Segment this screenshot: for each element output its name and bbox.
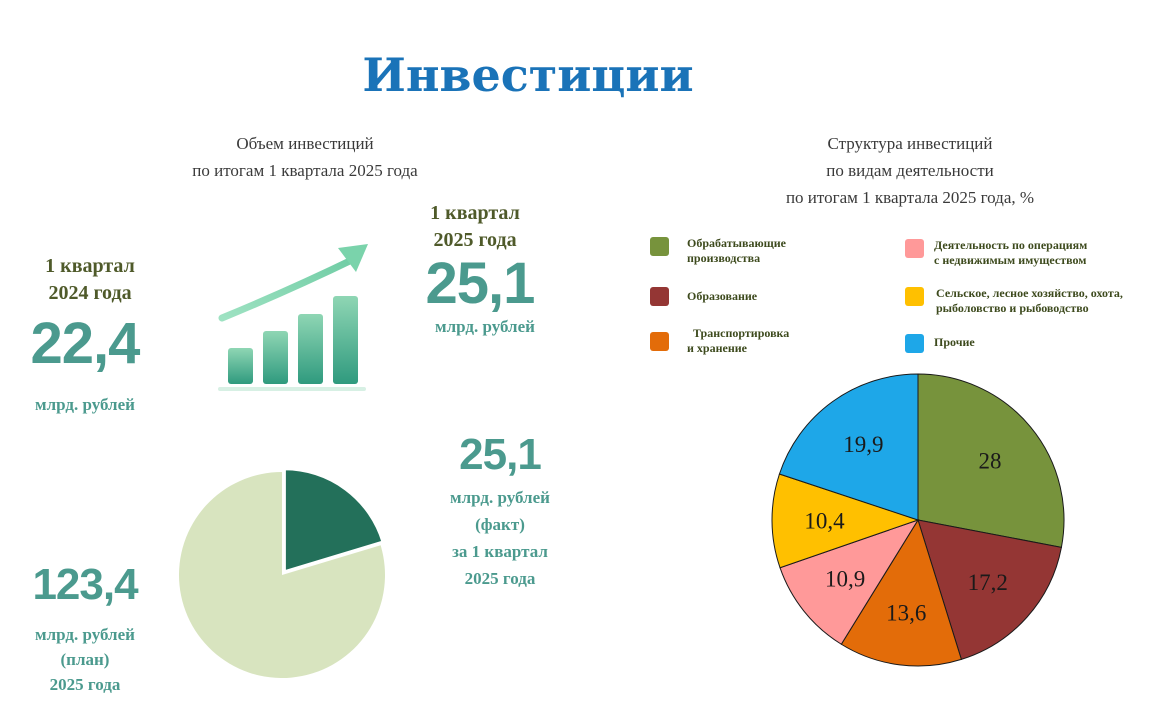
legend-label-line-2: производства: [687, 251, 761, 265]
left-subtitle-line-1: Объем инвестиций: [236, 134, 374, 153]
pie-slice-fact: [282, 467, 385, 574]
legend-label-line-1: Обрабатывающие: [687, 236, 786, 250]
left-subtitle-line-2: по итогам 1 квартала 2025 года: [192, 161, 418, 180]
legend-label: Сельское, лесное хозяйство, охота, рыболо…: [936, 286, 1123, 316]
right-subtitle-line-3: по итогам 1 квартала 2025 года, %: [785, 188, 1035, 207]
legend-item-real-estate: Деятельность по операциям с недвижимым им…: [905, 238, 1087, 268]
right-subtitle-line-2: по видам деятельности: [826, 161, 994, 180]
pie-label-agriculture: 10,4: [804, 509, 845, 534]
pie-slice-agriculture: [771, 473, 920, 569]
pie-label-manufacturing: 28: [978, 448, 1001, 473]
pie-slice-transport: [840, 518, 962, 667]
legend-label: Обрабатывающие производства: [687, 236, 786, 266]
q2024-value: 22,4: [30, 311, 141, 376]
legend-swatch: [905, 334, 924, 353]
plan-fact-pie-chart: [178, 467, 385, 678]
legend-label: Прочие: [934, 335, 975, 349]
fact-caption-line-2: (факт): [475, 515, 525, 534]
q2024-period-line-2: 2024 года: [48, 282, 132, 304]
plan-value: 123,4: [32, 560, 138, 609]
legend-label: Транспортировка и хранение: [687, 326, 789, 356]
legend-item-transport: Транспортировка и хранение: [650, 326, 789, 356]
legend-label: Деятельность по операциям с недвижимым им…: [934, 238, 1087, 268]
q2024-period: 1 квартал 2024 года: [10, 253, 170, 307]
pie-slice-plan: [178, 472, 385, 678]
legend-item-education: Образование: [650, 286, 757, 306]
legend-swatch: [650, 332, 669, 351]
legend-swatch: [905, 239, 924, 258]
growth-chart-icon: [218, 244, 368, 391]
q2025-period-line-1: 1 квартал: [430, 202, 520, 224]
q2025-value: 25,1: [425, 251, 536, 316]
legend-swatch: [650, 237, 669, 256]
legend-item-manufacturing: Обрабатывающие производства: [650, 236, 786, 266]
legend-label-line-1: Транспортировка: [693, 326, 790, 340]
structure-pie-chart: 28 17,2 13,6 10,9 10,4 19,9: [771, 373, 1065, 667]
plan-caption-line-1: млрд. рублей: [35, 625, 135, 644]
legend-label: Образование: [687, 289, 758, 303]
right-subtitle: Структура инвестиций по видам деятельнос…: [700, 130, 1120, 211]
plan-caption-line-2: (план): [60, 650, 110, 669]
legend-label-line-1: Сельское, лесное хозяйство, охота,: [936, 286, 1123, 300]
legend-item-agriculture: Сельское, лесное хозяйство, охота, рыболо…: [905, 286, 1123, 316]
fact-caption: млрд. рублей (факт) за 1 квартал 2025 го…: [415, 484, 585, 592]
page-title: Инвестиции: [362, 48, 694, 102]
fact-caption-line-1: млрд. рублей: [450, 488, 550, 507]
pie-label-education: 17,2: [968, 570, 1008, 595]
legend-swatch: [650, 287, 669, 306]
q2025-unit: млрд. рублей: [435, 317, 535, 336]
legend-item-other: Прочие: [905, 333, 975, 353]
pie-slice-other: [778, 373, 919, 521]
pie-label-real-estate: 10,9: [825, 566, 865, 591]
plan-caption: млрд. рублей (план) 2025 года: [0, 622, 170, 697]
right-subtitle-line-1: Структура инвестиций: [827, 134, 993, 153]
fact-caption-line-3: за 1 квартал: [452, 542, 548, 561]
legend-label-line-1: Деятельность по операциям: [934, 238, 1088, 252]
q2025-period: 1 квартал 2025 года: [405, 200, 545, 254]
pie-label-transport: 13,6: [886, 601, 926, 626]
q2024-unit: млрд. рублей: [35, 395, 135, 414]
plan-caption-line-3: 2025 года: [49, 675, 121, 694]
pie-slice-manufacturing: [917, 373, 1065, 548]
fact-caption-line-4: 2025 года: [464, 569, 536, 588]
pie-slice-education: [917, 519, 1062, 661]
pie-label-other: 19,9: [843, 432, 883, 457]
legend-label-line-2: с недвижимым имуществом: [934, 253, 1087, 267]
fact-value: 25,1: [459, 430, 542, 479]
pie-slice-real-estate: [779, 519, 920, 645]
legend-label-line-2: и хранение: [687, 341, 747, 355]
q2025-period-line-2: 2025 года: [433, 229, 517, 251]
q2024-period-line-1: 1 квартал: [45, 255, 135, 277]
left-subtitle: Объем инвестиций по итогам 1 квартала 20…: [100, 130, 510, 184]
legend-label-line-2: рыболовство и рыбоводство: [936, 301, 1089, 315]
legend-swatch: [905, 287, 924, 306]
